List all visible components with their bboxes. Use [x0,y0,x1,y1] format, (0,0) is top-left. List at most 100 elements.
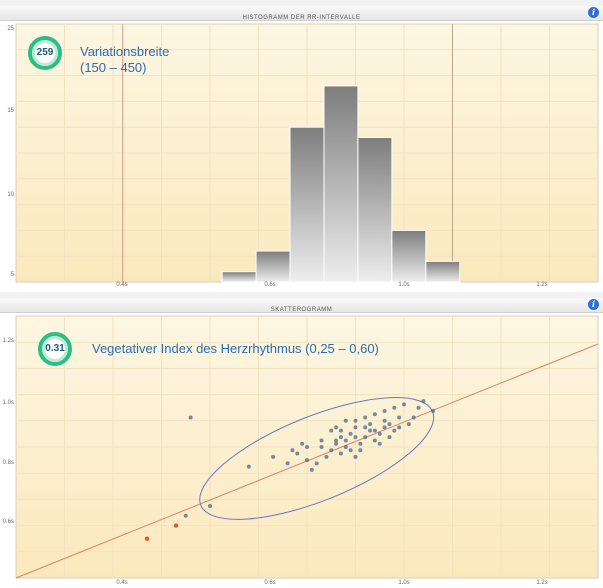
histogram-bar [221,271,257,283]
histogram-header: HISTOGRAMM DER RR-INTERVALLE i [0,6,603,21]
scatter-point [368,428,373,433]
histogram-bar [357,137,393,283]
scatter-point [431,408,436,413]
scatter-point [387,422,392,427]
scatter-point [402,402,406,407]
histogram-bar [289,126,325,283]
scatter-point [397,415,402,420]
scatter-point [421,399,426,404]
scatter-chart [15,315,599,579]
scatter-point [271,454,276,459]
scatter-point [343,445,348,449]
histogram-info-icon[interactable]: i [588,7,599,18]
scatter-point [377,431,382,436]
variation-badge: 259 [28,36,62,70]
scatter-point [372,428,377,433]
histogram-x-tick: 0.6s [264,282,276,288]
scatter-point [208,503,212,508]
scatter-point [406,422,411,427]
scatter-point [334,438,339,443]
scatter-point [363,435,368,440]
scatter-header: SKATTEROGRAMM i [0,298,603,313]
scatter-point [319,445,324,449]
scatter-point [353,418,358,423]
scatter-plot: 1.2s 1.0s 0.8s 0.6s 0.4s 0.6s 1.0s 1.2s … [0,312,603,588]
scatter-point [368,422,373,427]
scatter-info-icon[interactable]: i [588,299,599,310]
scatter-point [387,435,392,440]
scatter-panel: SKATTEROGRAMM i 1.2s 1.0s 0.8s 0.6s 0.4s… [0,298,603,588]
scatter-point [300,441,305,446]
scatter-point [372,412,377,417]
scatter-point [382,418,387,423]
scatter-point [358,441,363,446]
scatter-point [416,405,421,410]
scatter-point [319,438,324,443]
scatter-x-tick: 0.6s [264,580,276,586]
histogram-x-tick: 0.4s [116,282,128,288]
histogram-bar [323,85,359,283]
scatter-point [305,445,309,449]
scatter-point [305,458,309,463]
scatter-point [382,425,387,430]
scatter-point [309,467,314,472]
scatter-y-tick: 0.8s [2,460,14,466]
histogram-y-tick: 10 [7,192,14,198]
scatter-point [324,454,329,459]
scatter-point [188,415,193,420]
scatter-x-tick: 1.0s [398,580,410,586]
scatter-point [397,425,402,430]
scatter-y-tick: 1.0s [2,400,14,406]
histogram-bar [255,250,291,283]
histogram-bar [425,260,461,283]
scatter-point [183,513,188,518]
scatter-point [353,435,358,440]
scatter-point [392,428,397,433]
scatter-point [377,441,382,446]
scatter-point [348,448,353,453]
scatter-point [353,425,358,430]
scatter-point [358,448,363,453]
variation-label-line1: Variationsbreite [80,44,170,59]
scatter-point-outlier [173,523,179,528]
scatter-point [285,461,290,466]
scatter-point [314,461,319,466]
scatter-point [372,438,377,443]
scatter-point [338,435,343,440]
vegetative-index-label: Vegetativer Index des Herzrhythmus (0,25… [92,341,379,356]
variation-label-line2: (150 – 450) [80,60,147,75]
histogram-x-tick: 1.2s [536,282,548,288]
histogram-y-tick: 15 [7,108,14,114]
scatter-point [392,405,397,410]
histogram-title: HISTOGRAMM DER RR-INTERVALLE [242,15,361,21]
scatter-title: SKATTEROGRAMM [270,307,333,313]
scatter-point [334,441,339,446]
scatter-point [353,454,358,459]
histogram-panel: HISTOGRAMM DER RR-INTERVALLE i 25 15 10 … [0,6,603,292]
histogram-chart [15,23,599,283]
scatter-point-outlier [144,536,150,541]
scatter-point [343,418,348,423]
histogram-bar [391,229,427,283]
scatter-point [338,428,343,433]
histogram-y-tick: 25 [7,26,14,32]
scatter-point [290,448,295,453]
scatter-point [329,428,334,433]
histogram-plot: 25 15 10 5 0.4s 0.6s 1.0s 1.2s 259 Varia… [0,20,603,292]
scatter-point [329,448,334,453]
scatter-point [338,451,343,456]
histogram-x-tick: 1.0s [398,282,410,288]
scatter-point [343,438,348,443]
scatter-point [334,425,339,430]
histogram-y-tick: 5 [10,272,14,278]
scatter-x-tick: 0.4s [116,580,128,586]
scatter-point [363,415,368,420]
scatter-point [246,464,251,469]
scatter-point [295,451,300,456]
vegetative-index-badge: 0.31 [38,332,72,366]
scatter-point [363,425,368,430]
scatter-y-tick: 0.6s [2,519,14,525]
scatter-x-tick: 1.2s [536,580,548,586]
scatter-point [382,408,387,413]
scatter-y-tick: 1.2s [2,338,14,344]
